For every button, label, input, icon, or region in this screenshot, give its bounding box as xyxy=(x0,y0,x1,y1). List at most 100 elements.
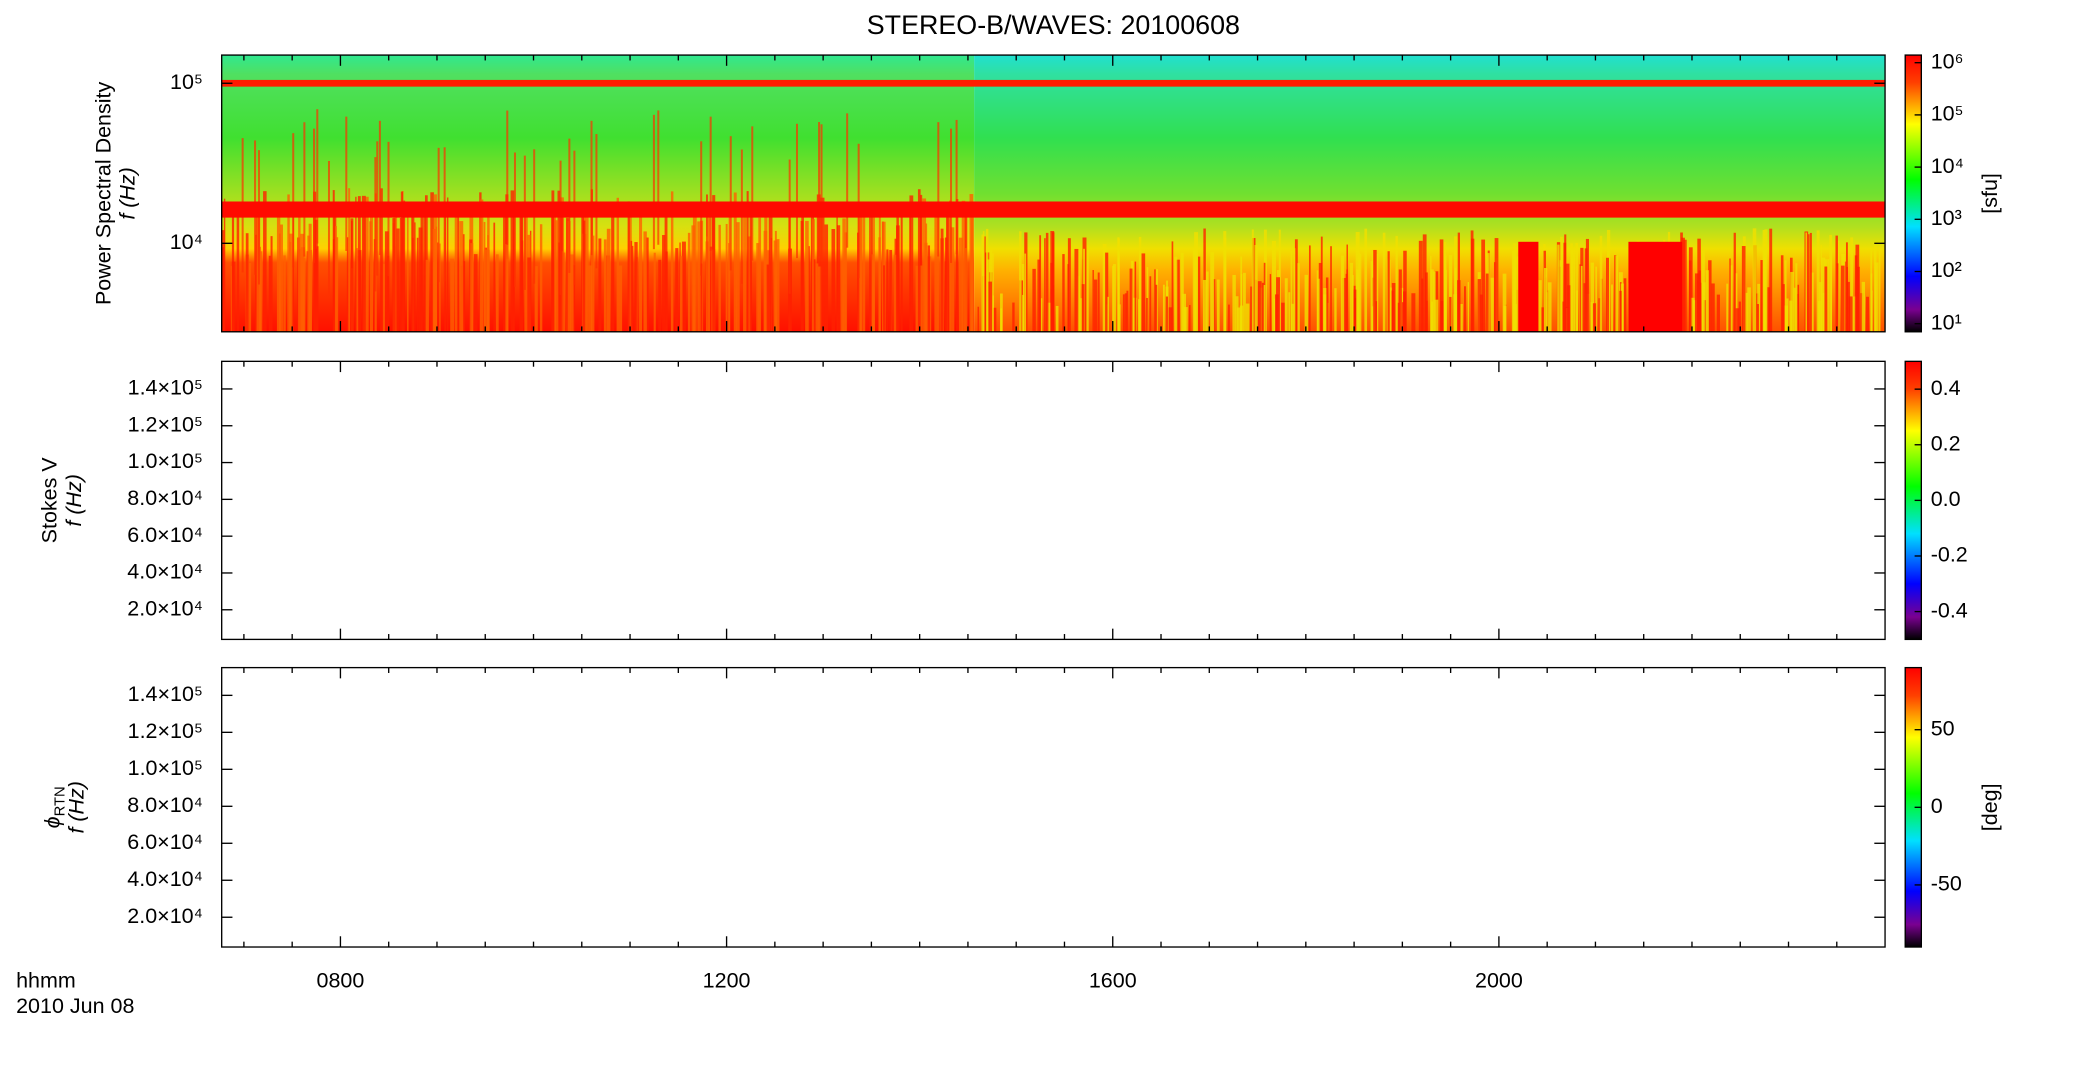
spectrogram-texture xyxy=(993,307,997,332)
spectrogram-texture xyxy=(1293,248,1296,332)
spectrogram-texture xyxy=(1809,232,1812,332)
spectrogram-texture xyxy=(749,211,752,332)
spectrogram-texture xyxy=(1174,256,1178,332)
spectrogram-texture xyxy=(503,204,508,332)
x-tick-label: 1600 xyxy=(1089,969,1137,993)
y-tick-label: 6.0×10⁴ xyxy=(127,523,203,547)
spectrogram-texture xyxy=(416,237,419,332)
spectrogram-texture xyxy=(662,234,666,332)
y-axis-label: Power Spectral Density xyxy=(91,82,115,306)
spectrogram-texture xyxy=(627,201,630,332)
spectrogram-texture xyxy=(934,211,938,332)
spectrogram-texture xyxy=(1364,228,1368,332)
spectrogram-texture xyxy=(1448,254,1453,332)
spectrogram-texture xyxy=(1346,269,1348,332)
spectrogram-texture xyxy=(1782,284,1785,332)
spectrogram-texture xyxy=(292,133,295,268)
spectrogram-texture xyxy=(430,192,434,332)
spectrogram-texture xyxy=(1062,254,1065,332)
spectrogram-texture xyxy=(1390,287,1392,332)
spectrogram-texture xyxy=(1439,239,1444,332)
spectrogram-texture xyxy=(1113,264,1116,332)
spectrogram-texture xyxy=(1494,238,1499,332)
spectrogram-texture xyxy=(1254,245,1258,332)
spectrogram-texture xyxy=(639,206,643,332)
spectrogram-texture xyxy=(1575,243,1578,332)
spectrogram-texture xyxy=(1019,231,1022,332)
spectrogram-texture xyxy=(801,213,804,332)
spectrogram-texture xyxy=(1047,302,1051,332)
spectrogram-texture xyxy=(1080,298,1084,332)
spectrogram-texture xyxy=(1467,282,1470,332)
spectrogram-texture xyxy=(1481,239,1486,332)
spectrogram-texture xyxy=(279,224,283,332)
spectrogram-texture xyxy=(1129,268,1133,332)
spectrogram-texture xyxy=(384,231,389,332)
spectrogram-texture xyxy=(411,201,413,332)
spectrogram-texture xyxy=(1097,272,1100,332)
spectrogram-texture xyxy=(595,134,598,269)
spectrogram-texture xyxy=(776,239,780,332)
spectrogram-texture xyxy=(1793,287,1797,332)
spectrogram-texture xyxy=(606,228,611,332)
spectrogram-texture xyxy=(922,198,927,332)
spectrogram-texture xyxy=(418,227,423,332)
spectrogram-texture xyxy=(950,128,953,263)
spectrogram-texture xyxy=(1092,270,1094,332)
spectrogram-texture xyxy=(300,247,305,332)
spectrogram-texture xyxy=(1330,246,1332,332)
spectrogram-texture xyxy=(1538,280,1542,332)
spectrogram-texture xyxy=(766,264,769,332)
spectrogram-texture xyxy=(369,206,374,332)
spectrogram-texture xyxy=(1595,266,1598,332)
spectrogram-texture xyxy=(470,243,474,332)
spectrogram-texture xyxy=(584,201,589,332)
spectrogram-texture xyxy=(743,202,747,332)
spectrogram-texture xyxy=(1824,266,1828,332)
spectrogram-texture xyxy=(1744,292,1748,332)
spectrogram-texture xyxy=(425,259,429,332)
spectrogram-texture xyxy=(1382,232,1386,332)
spectrogram-texture xyxy=(1434,299,1439,332)
spectrogram-texture xyxy=(736,222,740,332)
spectrogram-texture xyxy=(380,188,383,332)
spectrogram-texture xyxy=(831,229,836,332)
spectrogram-texture xyxy=(862,204,866,332)
spectrogram-texture xyxy=(562,252,566,332)
spectrogram-texture xyxy=(1844,261,1847,332)
spectrogram-texture xyxy=(788,159,791,294)
spectrogram-texture xyxy=(964,248,967,332)
spectrogram-texture xyxy=(1243,272,1246,332)
spectrogram-texture xyxy=(527,257,531,332)
y-tick-label: 1.4×10⁵ xyxy=(128,376,203,400)
spectrogram-texture xyxy=(1756,304,1759,332)
spectrogram-texture xyxy=(1430,269,1434,332)
spectrogram-texture xyxy=(1584,248,1588,332)
spectrogram-texture xyxy=(816,194,821,332)
spectrogram-texture xyxy=(1340,255,1345,332)
spectrogram-texture xyxy=(1464,286,1466,332)
spectrogram-texture xyxy=(1358,253,1362,332)
spectrogram-texture xyxy=(1397,302,1400,332)
spectrogram-texture xyxy=(1628,241,1683,332)
spectrogram-texture xyxy=(697,221,700,332)
spectrogram-texture xyxy=(1619,290,1622,332)
spectrogram-texture xyxy=(1180,252,1184,332)
spectrogram-texture xyxy=(1703,300,1707,332)
y-axis-label: ϕRTN xyxy=(40,786,68,828)
spectrogram-texture xyxy=(245,233,249,332)
spectrogram-texture xyxy=(1067,238,1071,332)
spectrogram-texture xyxy=(1623,278,1627,332)
spectrogram-texture xyxy=(836,225,841,332)
spectrogram-texture xyxy=(949,200,951,332)
spectrogram-texture xyxy=(292,206,294,332)
spectrogram-texture xyxy=(1149,276,1152,332)
spectrogram-texture xyxy=(495,254,499,332)
spectrogram-texture xyxy=(1117,237,1120,332)
spectrogram-texture xyxy=(268,255,271,332)
spectrogram-texture xyxy=(1353,285,1356,332)
spectrogram-texture xyxy=(588,265,593,332)
spectrogram-texture xyxy=(521,240,524,332)
spectrogram-texture xyxy=(1197,256,1201,332)
spectrogram-texture xyxy=(1827,259,1830,332)
